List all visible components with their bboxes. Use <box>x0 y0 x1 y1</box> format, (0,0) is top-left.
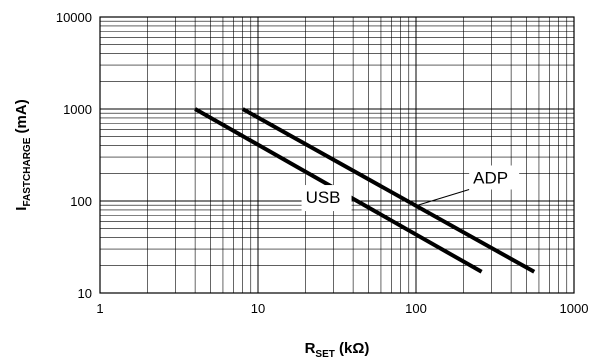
x-tick-label: 10 <box>251 301 265 316</box>
y-tick-label: 1000 <box>63 102 92 117</box>
grid-lines <box>100 17 574 293</box>
x-tick-label: 100 <box>405 301 427 316</box>
y-axis-title: IFASTCHARGE (mA) <box>13 99 33 210</box>
x-tick-label: 1 <box>96 301 103 316</box>
annotations: USB ADP <box>301 165 520 212</box>
x-tick-label: 1000 <box>560 301 589 316</box>
plot-frame <box>99 16 575 294</box>
series-group <box>194 107 536 274</box>
annotation-label-bg <box>469 165 520 190</box>
x-axis-title: RSET (kΩ) <box>305 340 370 360</box>
annotation-label-usb: USB <box>306 188 341 207</box>
annotation-leader-line <box>415 189 470 207</box>
tick-labels: 1 10 100 1000 10 100 1000 10000 <box>56 10 589 316</box>
y-tick-label: 10 <box>78 286 92 301</box>
y-tick-label: 10000 <box>56 10 92 25</box>
annotation-label-adp: ADP <box>473 168 508 187</box>
y-tick-label: 100 <box>70 194 92 209</box>
series-line-adp <box>241 107 536 274</box>
annotation-label-bg <box>301 185 352 212</box>
